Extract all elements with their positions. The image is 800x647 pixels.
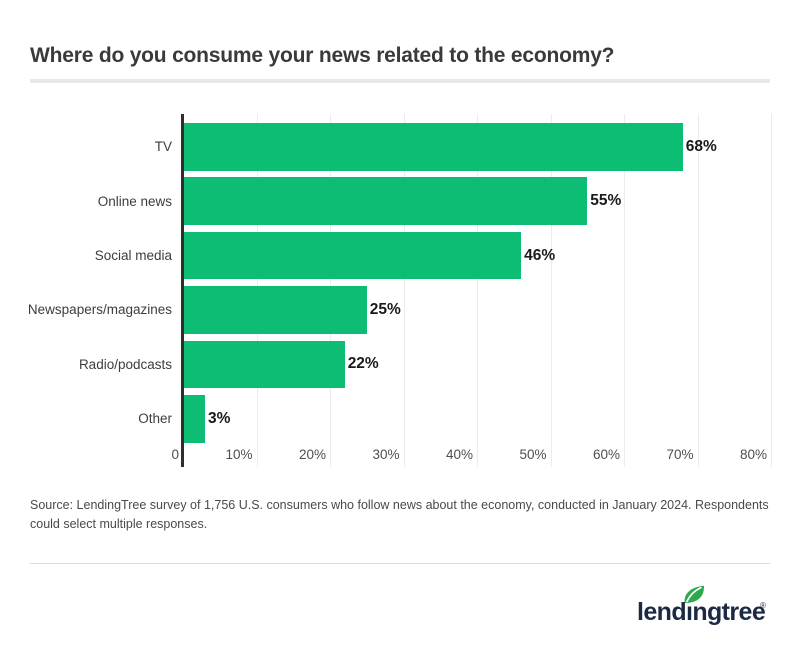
x-tick-label-40: 40%: [445, 447, 473, 462]
x-tick-label-80: 80%: [739, 447, 767, 462]
gridline-50: [550, 114, 552, 467]
bar: [184, 231, 522, 280]
bar: [184, 395, 206, 443]
category-label: TV: [154, 139, 172, 155]
bar: [184, 286, 367, 334]
value-label: 22%: [347, 355, 379, 373]
bar: [184, 123, 683, 171]
footer-divider: [30, 563, 770, 564]
y-axis-line: [181, 114, 184, 467]
bar: [184, 340, 345, 389]
value-label: 25%: [369, 300, 401, 318]
x-tick-label-10: 10%: [225, 447, 253, 462]
category-label: Social media: [94, 248, 172, 264]
gridline-80: [771, 114, 772, 467]
gridline-60: [624, 114, 625, 467]
category-label: Other: [138, 411, 172, 427]
page-title: Where do you consume your news related t…: [30, 44, 615, 67]
x-tick-label-0: 0: [171, 447, 179, 462]
title-divider: [30, 79, 770, 83]
value-label: 3%: [208, 409, 231, 427]
value-label: 68%: [685, 137, 717, 155]
gridline-70: [697, 114, 699, 467]
leaf-icon: [684, 585, 704, 604]
logo-text: lendıngtree: [637, 598, 766, 626]
x-tick-label-20: 20%: [298, 447, 326, 462]
category-label: Online news: [97, 193, 172, 209]
gridline-30: [403, 114, 405, 467]
category-label: Newspapers/magazines: [27, 302, 172, 318]
bar: [184, 177, 588, 225]
bar-chart: TV 68% Online news 55% Social media 46% Newspa…: [27, 114, 772, 467]
value-label: 55%: [590, 192, 622, 210]
x-tick-label-50: 50%: [519, 447, 547, 462]
gridline-40: [477, 114, 478, 467]
registered-mark-icon: ®: [760, 601, 766, 610]
x-tick-label-60: 60%: [592, 447, 620, 462]
category-label: Radio/podcasts: [78, 356, 172, 372]
x-tick-label-30: 30%: [372, 447, 400, 462]
lendingtree-logo: lendıngtree ®: [637, 585, 777, 637]
value-label: 46%: [524, 246, 556, 264]
x-tick-label-70: 70%: [666, 447, 694, 462]
source-note: Source: LendingTree survey of 1,756 U.S.…: [30, 498, 769, 531]
